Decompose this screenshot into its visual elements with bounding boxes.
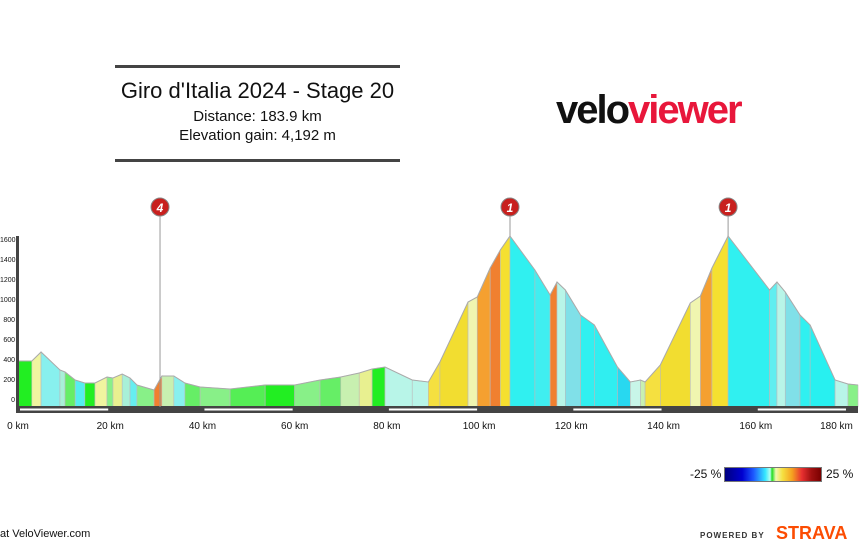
profile-segment xyxy=(476,267,491,408)
y-tick-label: 1000 xyxy=(0,297,16,304)
profile-outline xyxy=(18,235,859,391)
y-tick-label: 1400 xyxy=(0,257,16,264)
profile-segment xyxy=(784,290,801,408)
profile-segment xyxy=(40,351,61,408)
strava-logo: STRAVA xyxy=(776,523,848,543)
profile-segment xyxy=(358,368,373,408)
x-tick-label: 40 km xyxy=(188,421,217,432)
profile-segment xyxy=(264,384,295,408)
profile-segment xyxy=(428,360,441,408)
profile-segment xyxy=(173,375,186,408)
profile-segment xyxy=(411,379,429,408)
x-tick-label: 160 km xyxy=(739,421,773,432)
profile-segment xyxy=(153,374,163,408)
profile-segment xyxy=(617,366,631,408)
veloviewer-logo: veloviewer xyxy=(556,88,743,133)
y-tick-label: 1600 xyxy=(0,237,16,244)
climb-category-badge xyxy=(718,197,738,217)
x-tick-label: 100 km xyxy=(462,421,496,432)
profile-segment xyxy=(594,324,618,408)
footer-credit[interactable]: at VeloViewer.com xyxy=(0,528,91,540)
profile-segment xyxy=(74,379,86,408)
profile-segment xyxy=(549,281,558,408)
elevation-gain-label: Elevation gain: 4,192 m xyxy=(179,127,336,144)
profile-segment xyxy=(94,376,108,408)
profile-segment xyxy=(467,296,478,408)
profile-segment xyxy=(161,375,175,408)
profile-segment xyxy=(17,360,33,408)
chart-title: Giro d'Italia 2024 - Stage 20 xyxy=(120,78,395,103)
profile-segment xyxy=(199,386,231,408)
profile-segment xyxy=(64,371,76,408)
x-tick-label: 180 km xyxy=(820,421,853,432)
profile-segment xyxy=(640,379,646,408)
distance-bar-stripe xyxy=(757,408,846,411)
distance-bar-stripe xyxy=(20,408,109,411)
title-rule-bottom xyxy=(115,159,400,162)
profile-segment xyxy=(769,281,778,408)
profile-segment xyxy=(847,383,859,408)
profile-segment xyxy=(136,384,155,408)
gradient-color-scale xyxy=(724,467,822,482)
powered-by-label: POWERED BY xyxy=(700,531,765,540)
distance-label: Distance: 183.9 km xyxy=(193,108,322,125)
profile-segment xyxy=(500,235,511,408)
profile-segment xyxy=(689,295,701,408)
profile-segment xyxy=(371,366,386,408)
profile-segment xyxy=(711,235,729,408)
logo-part-velo: velo xyxy=(556,88,630,132)
x-tick-label: 120 km xyxy=(554,421,588,432)
profile-segment xyxy=(84,382,96,408)
profile-segment xyxy=(129,377,138,408)
profile-segment xyxy=(112,373,123,408)
x-tick-label: 0 km xyxy=(7,421,29,432)
profile-segment xyxy=(556,281,566,408)
profile-segment xyxy=(799,314,811,408)
climb-category-badge xyxy=(500,197,520,217)
profile-segment xyxy=(580,314,595,408)
profile-segment xyxy=(106,376,114,408)
distance-bar-stripe xyxy=(573,408,662,411)
climb-category-badge xyxy=(150,197,170,217)
x-tick-label: 20 km xyxy=(96,421,124,432)
profile-segment xyxy=(340,372,360,408)
title-rule-top xyxy=(115,65,400,68)
profile-segment xyxy=(834,379,849,408)
y-tick-label: 400 xyxy=(3,357,15,364)
logo-part-viewer: viewer xyxy=(628,88,743,132)
y-tick-label: 200 xyxy=(3,377,15,384)
profile-segment xyxy=(630,379,641,408)
y-tick-label: 1200 xyxy=(0,277,16,284)
climb-category-label: 4 xyxy=(156,201,164,215)
profile-segment xyxy=(700,267,713,408)
scale-min-label: -25 % xyxy=(690,467,722,481)
distance-bar-stripe xyxy=(204,408,293,411)
scale-max-label: 25 % xyxy=(826,467,854,481)
distance-bar-stripe xyxy=(388,408,478,411)
profile-segment xyxy=(776,281,786,408)
y-tick-label: 600 xyxy=(3,337,15,344)
profile-segment xyxy=(509,235,536,408)
profile-segment xyxy=(121,373,131,408)
profile-segment xyxy=(59,369,66,408)
profile-segment xyxy=(489,248,501,408)
profile-segment xyxy=(319,376,342,408)
x-tick-label: 60 km xyxy=(281,421,309,432)
y-tick-label: 800 xyxy=(3,317,15,324)
climb-category-label: 1 xyxy=(725,201,732,215)
y-tick-label: 0 xyxy=(11,397,15,404)
profile-segment xyxy=(809,324,836,408)
profile-segment xyxy=(565,288,581,408)
profile-segment xyxy=(644,364,661,408)
x-tick-label: 80 km xyxy=(373,421,401,432)
x-tick-label: 140 km xyxy=(647,421,680,432)
profile-segment xyxy=(439,301,469,408)
y-axis-line xyxy=(16,236,19,412)
climb-category-label: 1 xyxy=(507,201,514,215)
profile-segment xyxy=(727,235,770,408)
